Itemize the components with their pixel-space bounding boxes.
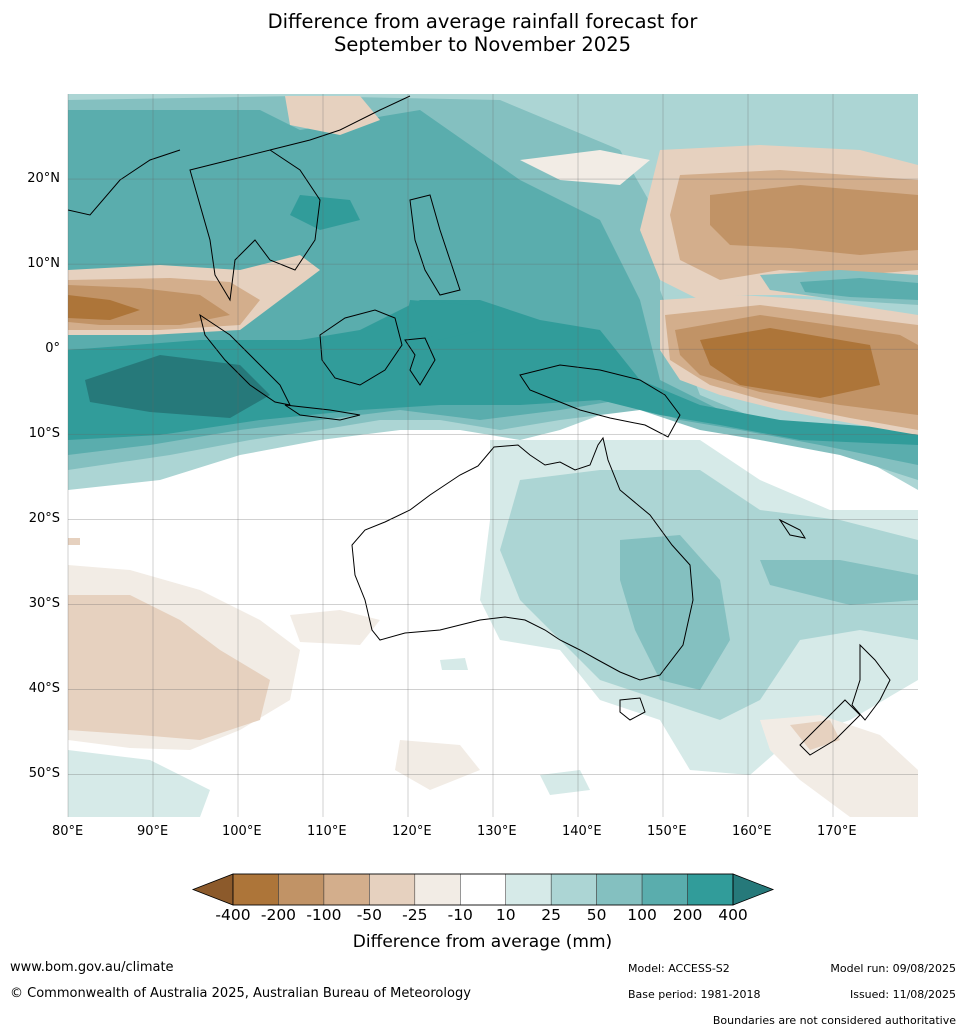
coastline-indochina xyxy=(189,149,321,302)
latitude-label: 50°S xyxy=(28,766,60,782)
latitude-label: 30°S xyxy=(28,596,60,612)
colorbar-title: Difference from average (mm) xyxy=(352,932,613,952)
model-info: Model: ACCESS-S2 xyxy=(628,962,730,975)
dry-anomaly-region-north-pacific xyxy=(520,145,918,305)
longitude-label: 140°E xyxy=(562,824,602,839)
colorbar-tick-label: -25 xyxy=(402,906,428,924)
longitude-label: 90°E xyxy=(137,824,169,839)
latitude-label: 20°S xyxy=(28,511,60,527)
coastline-sulawesi xyxy=(404,337,436,386)
colorbar-segment xyxy=(414,873,461,906)
colorbar-tick-label: -50 xyxy=(356,906,383,924)
model-run-date: Model run: 09/08/2025 xyxy=(830,962,956,975)
colorbar-tick-label: 200 xyxy=(672,906,703,924)
colorbar-tick-label: -400 xyxy=(215,906,251,924)
coastline-new-zealand-south xyxy=(799,699,861,756)
coastline-india xyxy=(68,149,181,216)
colorbar-segment xyxy=(596,873,643,906)
colorbar-outline xyxy=(232,873,734,906)
title-line-1: Difference from average rainfall forecas… xyxy=(267,10,698,33)
colorbar-tick-label: 100 xyxy=(627,906,657,924)
coastline-china xyxy=(269,95,411,151)
coastline-borneo xyxy=(319,309,403,386)
colorbar-extend-high xyxy=(732,873,775,906)
latitude-label: 10°S xyxy=(28,426,60,442)
dry-anomaly-region-southern-ocean xyxy=(68,538,918,817)
longitude-label: 160°E xyxy=(732,824,772,839)
colorbar-tick-label: -100 xyxy=(306,906,342,924)
boundaries-disclaimer: Boundaries are not considered authoritat… xyxy=(712,1014,956,1027)
coastline-new-zealand-north xyxy=(851,643,891,721)
latitude-label: 0° xyxy=(45,341,60,357)
base-period-info: Base period: 1981-2018 xyxy=(628,988,761,1001)
longitude-label: 80°E xyxy=(52,824,84,839)
website-link[interactable]: www.bom.gov.au/climate xyxy=(10,960,174,975)
dry-anomaly-region-equatorial-pacific xyxy=(660,270,918,435)
colorbar-tick-label: 400 xyxy=(718,906,748,924)
wet-anomaly-region-australia xyxy=(68,440,918,817)
coastline-java xyxy=(284,404,361,421)
colorbar-segment xyxy=(460,873,506,906)
copyright-notice: © Commonwealth of Australia 2025, Austra… xyxy=(10,986,471,1001)
longitude-label: 130°E xyxy=(477,824,517,839)
colorbar-tick-label: 50 xyxy=(586,906,607,924)
coastline-new-guinea xyxy=(519,364,681,438)
issued-date: Issued: 11/08/2025 xyxy=(849,988,956,1001)
colorbar-tick-label: -10 xyxy=(447,906,473,924)
colorbar-segment xyxy=(641,873,688,906)
colorbar-segment xyxy=(687,873,734,906)
coastline-sumatra xyxy=(199,313,291,406)
coastline-tasmania xyxy=(619,697,646,721)
colorbar-segment xyxy=(323,873,370,906)
coastline-philippines xyxy=(409,194,461,296)
map-title: Difference from average rainfall forecas… xyxy=(0,10,965,56)
colorbar-tick-label: 25 xyxy=(541,906,562,924)
colorbar-segment xyxy=(550,873,597,906)
colorbar-segment xyxy=(278,873,325,906)
gridlines xyxy=(67,94,918,817)
coastline-australia xyxy=(351,436,694,681)
coastline-new-caledonia xyxy=(778,518,807,539)
colorbar-segment xyxy=(369,873,416,906)
colorbar-tick-label: -200 xyxy=(260,906,297,924)
colorbar-extend-low xyxy=(191,873,234,906)
colorbar-segment xyxy=(505,873,552,906)
coastlines xyxy=(68,95,891,756)
colorbar-tick-label: 10 xyxy=(495,906,516,924)
longitude-label: 110°E xyxy=(307,824,347,839)
title-line-2: September to November 2025 xyxy=(333,33,632,56)
colorbar-segment xyxy=(232,873,279,906)
latitude-label: 40°S xyxy=(28,681,60,697)
longitude-label: 170°E xyxy=(817,824,857,839)
dry-anomaly-region-indian-ocean xyxy=(68,96,380,335)
latitude-label: 20°N xyxy=(27,171,60,187)
longitude-label: 100°E xyxy=(222,824,262,839)
longitude-label: 120°E xyxy=(392,824,432,839)
colorbar xyxy=(191,873,775,906)
longitude-label: 150°E xyxy=(647,824,687,839)
latitude-label: 10°N xyxy=(27,256,60,272)
